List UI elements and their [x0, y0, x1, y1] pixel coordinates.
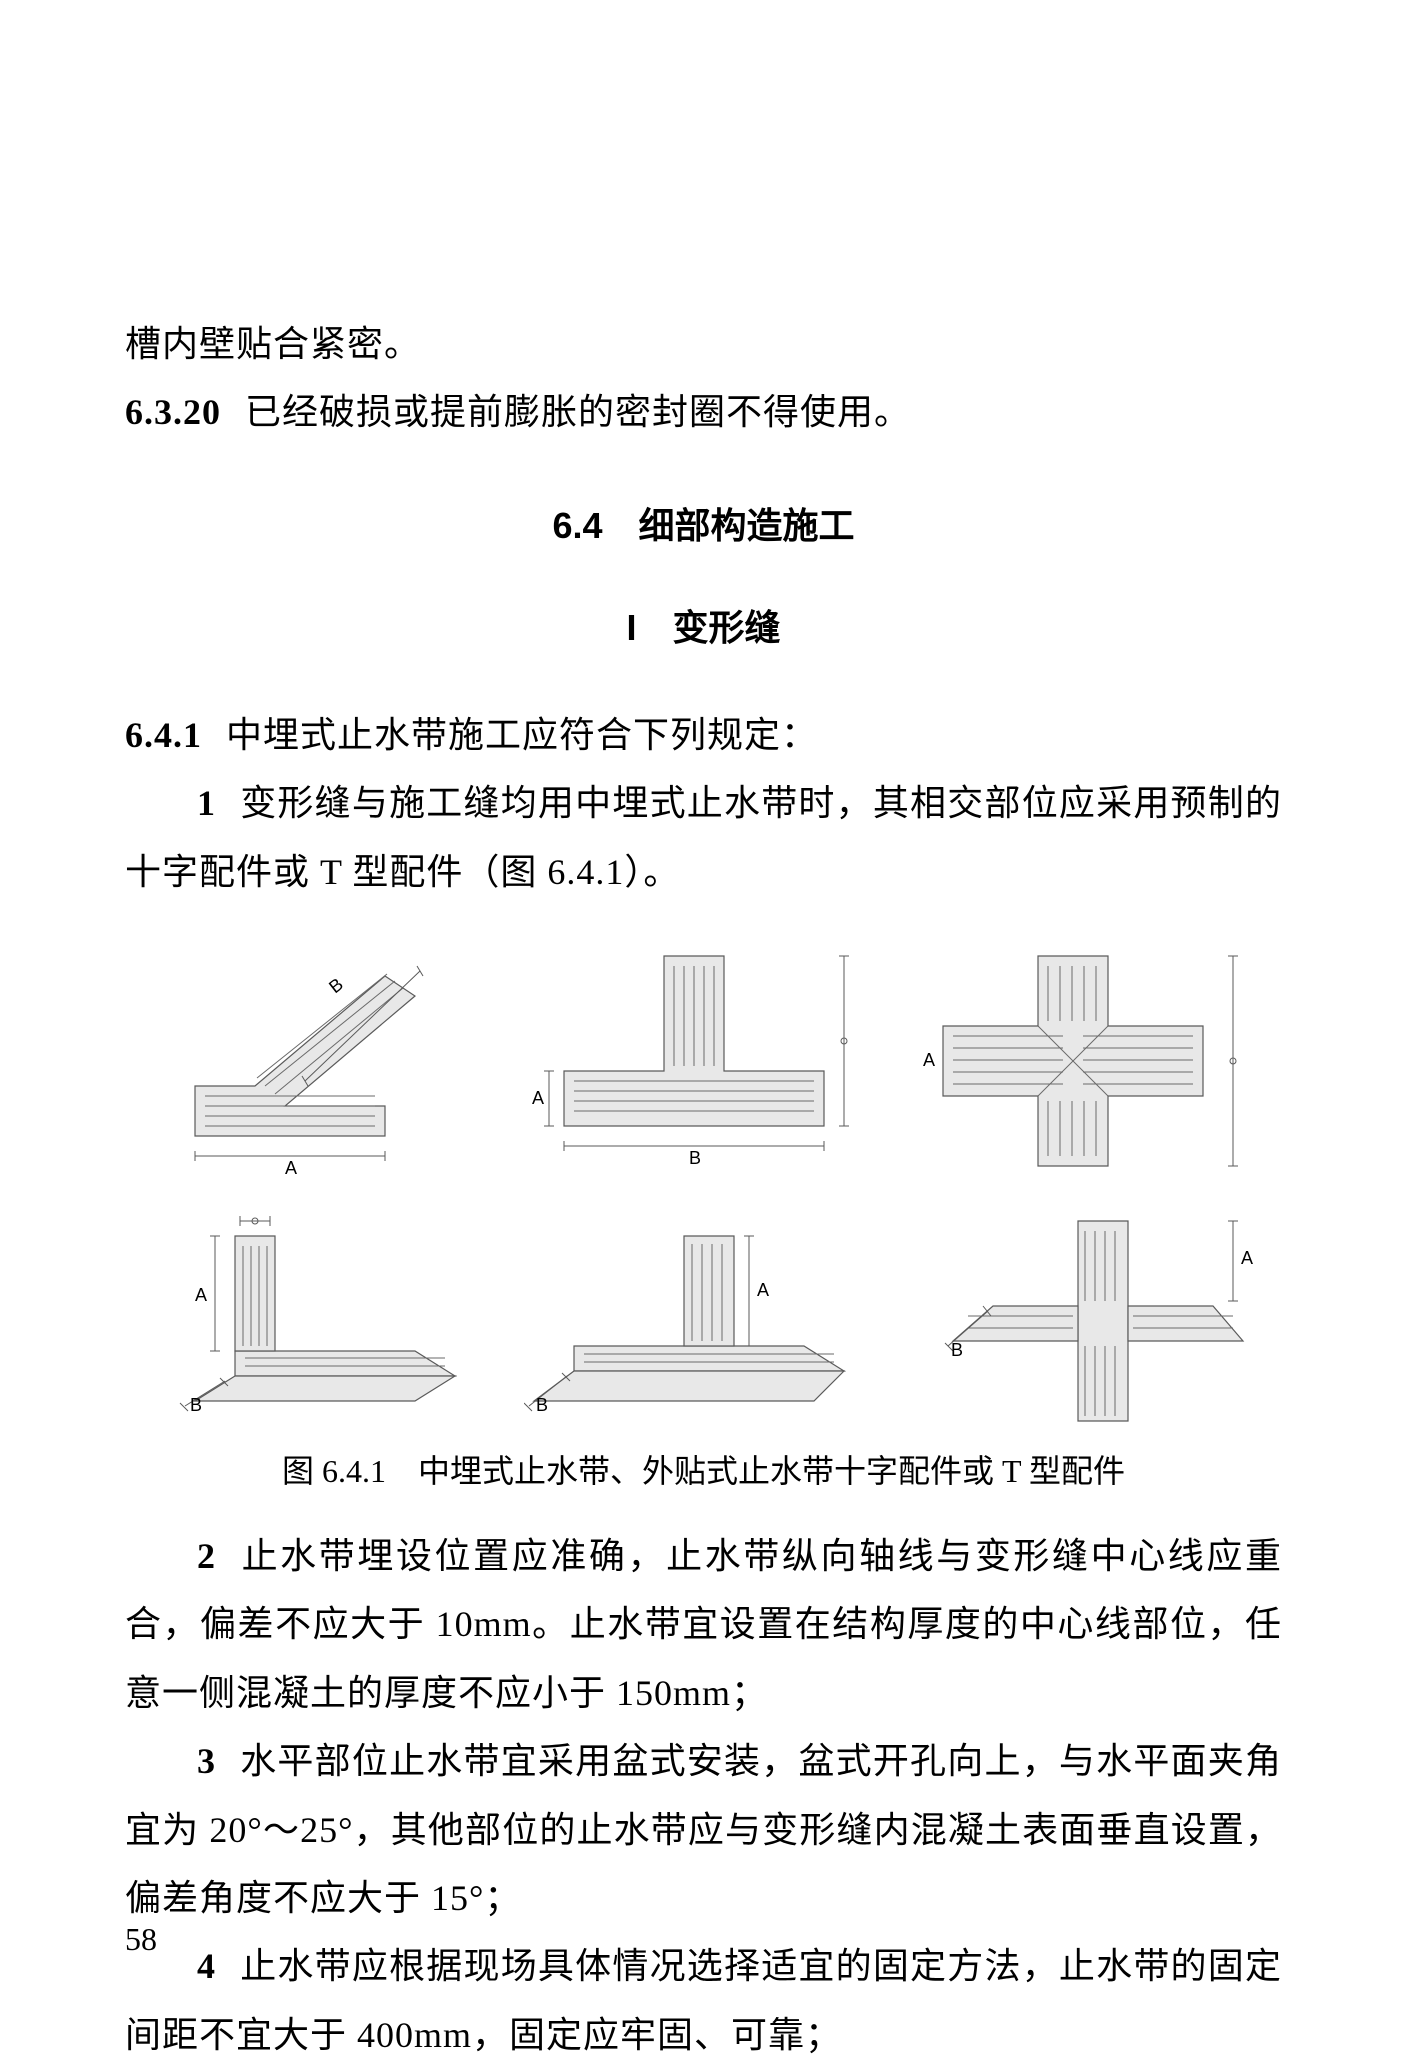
line-continuation: 槽内壁贴合紧密。 — [125, 310, 1282, 378]
clause-text: 中埋式止水带施工应符合下列规定： — [226, 715, 818, 755]
diagram-T-flat: A B — [524, 936, 864, 1176]
item-text: 止水带应根据现场具体情况选择适宜的固定方法，止水带的固定间距不宜大于 400mm… — [125, 1946, 1282, 2054]
clause-6-4-1: 6.4.1 中埋式止水带施工应符合下列规定： — [125, 701, 1282, 769]
item-number: 2 — [197, 1536, 216, 1576]
item-1: 1变形缝与施工缝均用中埋式止水带时，其相交部位应采用预制的十字配件或 T 型配件… — [125, 769, 1282, 906]
diagram-label-A: A — [923, 1050, 935, 1070]
clause-number: 6.3.20 — [125, 392, 221, 432]
item-text: 水平部位止水带宜采用盆式安装，盆式开孔向上，与水平面夹角宜为 20°～25°，其… — [125, 1741, 1282, 1918]
clause-number: 6.4.1 — [125, 715, 202, 755]
item-number: 1 — [197, 783, 216, 823]
diagram-label-A: A — [532, 1088, 544, 1108]
clause-text: 已经破损或提前膨胀的密封圈不得使用。 — [245, 392, 911, 432]
item-text: 变形缝与施工缝均用中埋式止水带时，其相交部位应采用预制的十字配件或 T 型配件（… — [125, 783, 1282, 891]
figure-6-4-1: A B A — [125, 936, 1282, 1426]
section-6-4-title: 6.4 细部构造施工 — [125, 497, 1282, 549]
item-3: 3水平部位止水带宜采用盆式安装，盆式开孔向上，与水平面夹角宜为 20°～25°，… — [125, 1727, 1282, 1932]
figure-caption: 图 6.4.1 中埋式止水带、外贴式止水带十字配件或 T 型配件 — [125, 1446, 1282, 1492]
item-number: 3 — [197, 1741, 216, 1781]
diagram-label-B: B — [325, 974, 347, 997]
item-text: 止水带埋设位置应准确，止水带纵向轴线与变形缝中心线应重合，偏差不应大于 10mm… — [125, 1536, 1282, 1713]
diagram-label-A: A — [1241, 1248, 1253, 1268]
item-number: 4 — [197, 1946, 216, 1986]
diagram-cross-flat: A — [923, 936, 1253, 1176]
item-2: 2止水带埋设位置应准确，止水带纵向轴线与变形缝中心线应重合，偏差不应大于 10m… — [125, 1522, 1282, 1727]
diagram-L-3d: A B — [155, 1206, 465, 1426]
diagram-label-A: A — [285, 1158, 297, 1176]
diagram-cross-3d: A B — [923, 1206, 1253, 1426]
page-content: 槽内壁贴合紧密。 6.3.20 已经破损或提前膨胀的密封圈不得使用。 6.4 细部… — [125, 310, 1282, 2069]
diagram-label-A: A — [195, 1285, 207, 1305]
page-number: 58 — [125, 1921, 157, 1958]
diagram-T-3d: A B — [524, 1206, 864, 1426]
diagram-L-flat: A B — [155, 936, 465, 1176]
item-4: 4止水带应根据现场具体情况选择适宜的固定方法，止水带的固定间距不宜大于 400m… — [125, 1932, 1282, 2069]
clause-6-3-20: 6.3.20 已经破损或提前膨胀的密封圈不得使用。 — [125, 378, 1282, 446]
diagram-label-B: B — [689, 1148, 701, 1168]
diagram-label-B: B — [951, 1340, 963, 1360]
diagram-label-B: B — [190, 1395, 202, 1415]
diagram-label-A: A — [757, 1280, 769, 1300]
subsection-I-title: I 变形缝 — [125, 599, 1282, 651]
diagram-label-B: B — [536, 1395, 548, 1415]
